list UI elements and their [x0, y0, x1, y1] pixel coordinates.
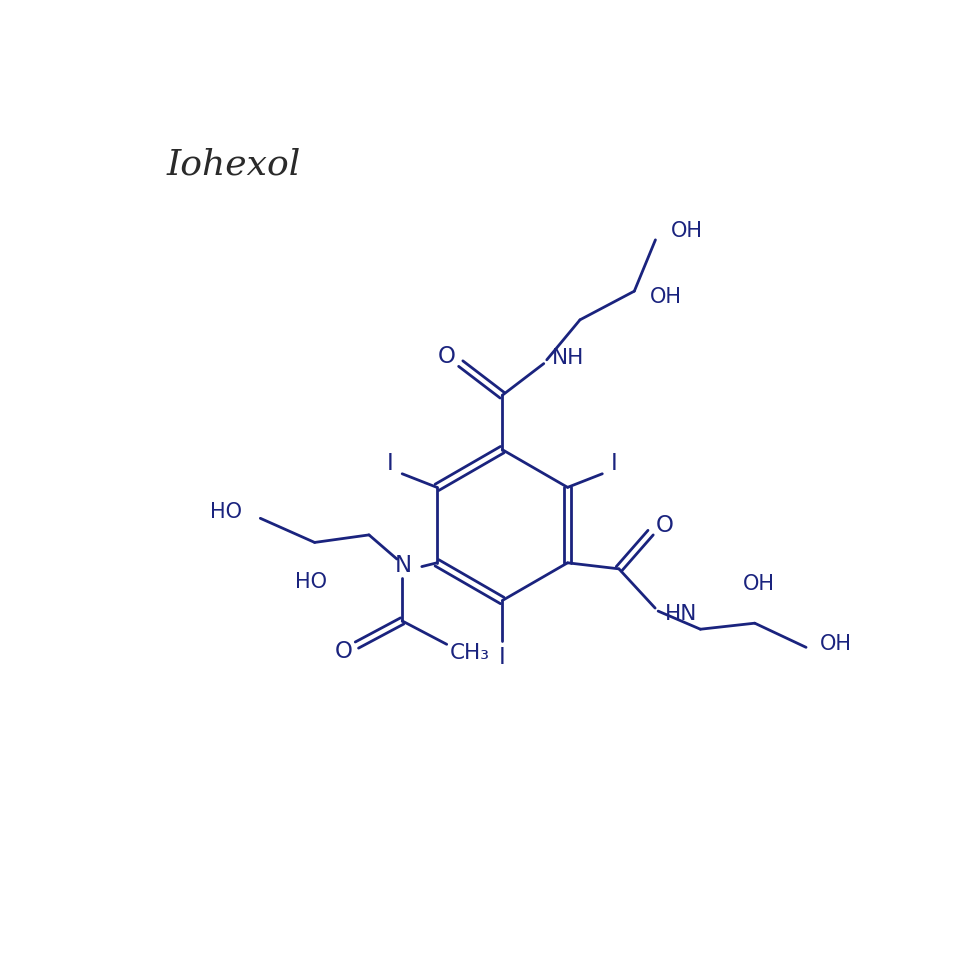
- Text: NH: NH: [552, 348, 584, 368]
- Text: Iohexol: Iohexol: [167, 148, 301, 181]
- Text: OH: OH: [671, 220, 703, 241]
- Text: HO: HO: [295, 571, 327, 592]
- Text: CH₃: CH₃: [450, 643, 490, 663]
- Text: I: I: [499, 647, 506, 669]
- Text: HO: HO: [211, 503, 242, 522]
- Text: OH: OH: [743, 574, 774, 594]
- Text: O: O: [656, 514, 673, 537]
- Text: I: I: [387, 452, 394, 474]
- Text: HN: HN: [665, 604, 698, 624]
- Text: N: N: [395, 554, 413, 576]
- Text: O: O: [438, 345, 456, 368]
- Text: OH: OH: [650, 287, 682, 307]
- Text: I: I: [611, 452, 617, 474]
- Text: OH: OH: [820, 633, 853, 654]
- Text: O: O: [334, 640, 352, 662]
